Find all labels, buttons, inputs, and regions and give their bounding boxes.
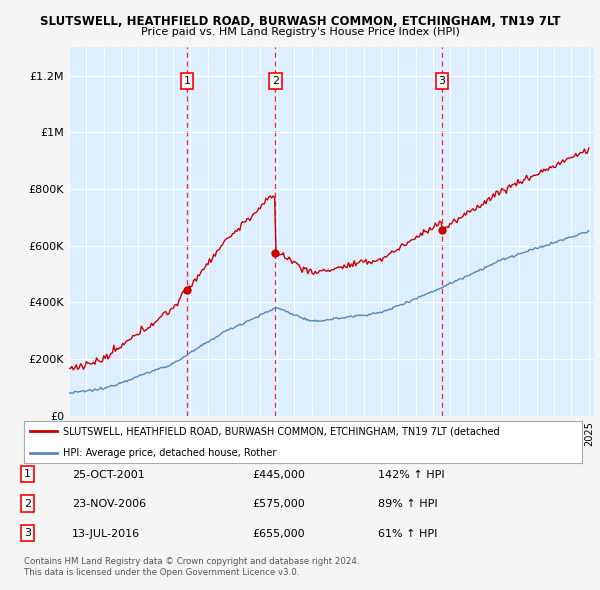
Text: SLUTSWELL, HEATHFIELD ROAD, BURWASH COMMON, ETCHINGHAM, TN19 7LT: SLUTSWELL, HEATHFIELD ROAD, BURWASH COMM… bbox=[40, 15, 560, 28]
Text: 1: 1 bbox=[24, 469, 31, 479]
Text: 3: 3 bbox=[24, 528, 31, 538]
Text: 2: 2 bbox=[24, 499, 31, 509]
Text: 3: 3 bbox=[439, 76, 446, 86]
Text: 13-JUL-2016: 13-JUL-2016 bbox=[72, 529, 140, 539]
Text: 89% ↑ HPI: 89% ↑ HPI bbox=[378, 500, 437, 509]
Text: This data is licensed under the Open Government Licence v3.0.: This data is licensed under the Open Gov… bbox=[24, 568, 299, 577]
Text: 61% ↑ HPI: 61% ↑ HPI bbox=[378, 529, 437, 539]
Text: 25-OCT-2001: 25-OCT-2001 bbox=[72, 470, 145, 480]
Text: £575,000: £575,000 bbox=[252, 500, 305, 509]
Text: HPI: Average price, detached house, Rother: HPI: Average price, detached house, Roth… bbox=[63, 448, 277, 457]
Text: Contains HM Land Registry data © Crown copyright and database right 2024.: Contains HM Land Registry data © Crown c… bbox=[24, 558, 359, 566]
Text: 2: 2 bbox=[272, 76, 279, 86]
Text: SLUTSWELL, HEATHFIELD ROAD, BURWASH COMMON, ETCHINGHAM, TN19 7LT (detached: SLUTSWELL, HEATHFIELD ROAD, BURWASH COMM… bbox=[63, 427, 500, 436]
Text: 23-NOV-2006: 23-NOV-2006 bbox=[72, 500, 146, 509]
Text: 1: 1 bbox=[184, 76, 191, 86]
Text: 142% ↑ HPI: 142% ↑ HPI bbox=[378, 470, 445, 480]
Text: £445,000: £445,000 bbox=[252, 470, 305, 480]
Text: Price paid vs. HM Land Registry's House Price Index (HPI): Price paid vs. HM Land Registry's House … bbox=[140, 27, 460, 37]
Text: £655,000: £655,000 bbox=[252, 529, 305, 539]
